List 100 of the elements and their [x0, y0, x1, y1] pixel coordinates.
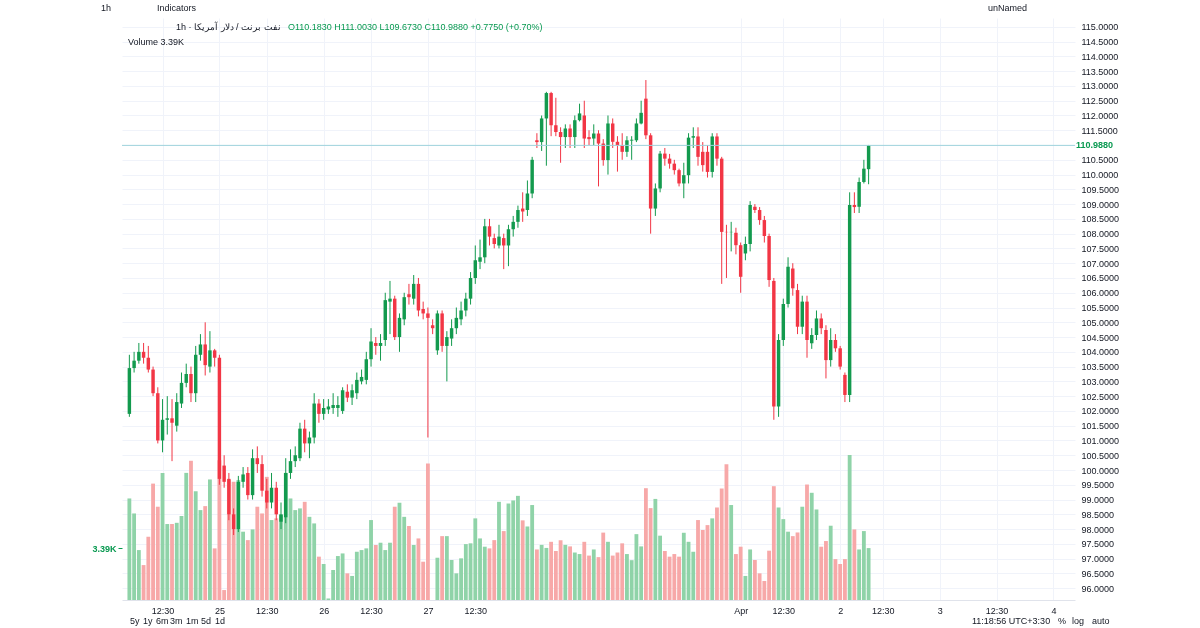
bar: [568, 546, 572, 600]
text: 6m: [156, 616, 169, 627]
y-tick-label: 113.0000: [1081, 81, 1119, 92]
candlestick: [696, 126, 700, 167]
bar: [591, 549, 596, 600]
candlestick: [682, 162, 686, 199]
y-tick-label: 108.0000: [1081, 229, 1120, 240]
chart-subtitle: O110.1830 H111.0030 L109.6730 C110.9880 +0.7750 (+0.70%): [288, 22, 543, 33]
candlestick: [497, 224, 501, 249]
bar: [501, 531, 506, 600]
bar: [601, 532, 606, 600]
y-tick-label: 104.5000: [1081, 332, 1120, 343]
bar: [373, 545, 378, 600]
x-tick-label: 4: [1051, 605, 1057, 616]
bar: [127, 498, 132, 600]
bar: [435, 557, 440, 600]
candlestick: [511, 215, 515, 238]
bar: [321, 564, 326, 600]
y-tick-label: 100.5000: [1081, 450, 1120, 461]
y-tick-label: 112.0000: [1081, 110, 1119, 121]
y-tick-label: 108.5000: [1081, 214, 1120, 225]
bar: [463, 544, 468, 600]
candlestick: [753, 203, 757, 214]
x-tick-label: 12:30: [464, 605, 488, 616]
bar: [534, 549, 539, 600]
x-tick-label: 12:30: [985, 605, 1009, 616]
bar: [203, 506, 208, 600]
bar: [411, 545, 416, 600]
bar: [653, 498, 658, 600]
candlestick: [265, 478, 269, 509]
candlestick: [487, 218, 492, 246]
y2-tick-label: 3.39K: [92, 543, 117, 554]
candlestick: [620, 132, 624, 161]
y-tick-label: 98.0000: [1081, 524, 1115, 535]
bar: [729, 505, 734, 600]
bar: [606, 541, 610, 600]
y-tick-label: 97.0000: [1081, 554, 1115, 565]
bar: [771, 486, 776, 600]
candlestick: [449, 318, 454, 347]
bar: [392, 506, 397, 600]
y-tick-label: 99.0000: [1081, 495, 1115, 506]
y-tick-label: 115.0000: [1081, 22, 1119, 33]
candlestick: [582, 100, 587, 149]
bar: [245, 540, 250, 600]
bar: [208, 479, 212, 600]
candlestick: [715, 132, 719, 167]
y-tick-label: 102.5000: [1081, 391, 1120, 402]
bar: [800, 506, 805, 600]
y-tick-label: 105.5000: [1081, 303, 1120, 314]
candlestick: [568, 123, 572, 149]
y-tick-label: 110.0000: [1081, 170, 1119, 181]
y-tick-label: 110.5000: [1081, 155, 1119, 166]
text: Indicators: [157, 3, 197, 14]
candlestick: [407, 283, 411, 306]
bar: [497, 501, 501, 600]
y-tick-label: 109.5000: [1081, 184, 1120, 195]
candlestick: [165, 395, 169, 436]
bar: [572, 552, 577, 600]
y-tick-label: 105.0000: [1081, 317, 1120, 328]
chart-title: نفت برنت / دلار آمریکا · 1h: [176, 22, 281, 33]
x-tick-label: 12:30: [151, 605, 175, 616]
x-tick-label: 3: [937, 605, 943, 616]
candlestick: [520, 191, 525, 223]
bar: [620, 543, 625, 600]
text: 1h: [101, 3, 112, 14]
candlestick: [629, 135, 634, 161]
bar: [738, 546, 743, 600]
candlestick: [321, 398, 326, 421]
bar: [828, 525, 833, 600]
bar: [710, 518, 715, 600]
y-tick-label: 106.0000: [1081, 288, 1120, 299]
candlestick: [241, 466, 245, 489]
text: 3m: [170, 616, 183, 627]
annotation: Volume 3.39K: [128, 37, 185, 48]
y-tick-label: 97.5000: [1081, 539, 1115, 550]
candlestick: [464, 292, 468, 317]
bar: [852, 529, 857, 600]
y-tick-label: 109.0000: [1081, 199, 1120, 210]
text: log: [1072, 616, 1085, 627]
candlestick: [445, 330, 449, 382]
y-tick-label: 103.0000: [1081, 376, 1120, 387]
candlestick: [691, 126, 695, 149]
bar: [473, 518, 478, 600]
x-tick-label: Apr: [734, 605, 749, 616]
y-tick-label: 106.5000: [1081, 273, 1120, 284]
x-tick-label: 26: [319, 605, 330, 616]
y-tick-label: 114.5000: [1081, 37, 1119, 48]
y-tick-label: 101.5000: [1081, 421, 1120, 432]
y-tick-label: 107.5000: [1081, 243, 1120, 254]
bar: [407, 526, 411, 600]
bar: [809, 492, 814, 600]
candlestick: [734, 227, 738, 255]
x-tick-label: 12:30: [256, 605, 279, 616]
bar: [672, 554, 677, 600]
candlestick: [838, 345, 842, 371]
bar: [492, 540, 497, 600]
candlestick: [246, 466, 250, 501]
y-tick-label: 100.0000: [1081, 465, 1120, 476]
candlestick: [208, 330, 212, 374]
bar: [662, 550, 667, 600]
